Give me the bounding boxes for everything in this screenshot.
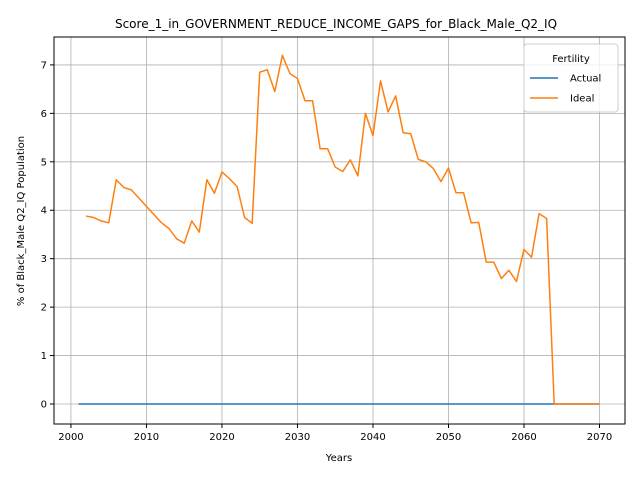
x-tick-label: 2010 (134, 432, 159, 443)
legend: Fertility Actual Ideal (523, 43, 619, 113)
x-tick-label: 2040 (360, 432, 385, 443)
y-tick-label: 7 (41, 60, 47, 71)
y-tick-label: 1 (41, 351, 47, 362)
grid (54, 37, 625, 424)
y-axis-ticks: 0 1 2 3 4 5 6 7 (41, 60, 54, 411)
y-axis-label: % of Black_Male Q2_IQ Population (16, 136, 27, 306)
legend-label-ideal: Ideal (570, 94, 594, 105)
x-axis-ticks: 2000 2010 2020 2030 2040 2050 2060 2070 (58, 424, 612, 443)
y-tick-label: 2 (41, 303, 47, 314)
x-tick-label: 2060 (511, 432, 536, 443)
legend-label-actual: Actual (570, 74, 601, 85)
y-tick-label: 6 (41, 109, 47, 120)
y-tick-label: 5 (41, 157, 47, 168)
x-tick-label: 2050 (436, 432, 461, 443)
x-tick-label: 2030 (285, 432, 310, 443)
x-tick-label: 2020 (209, 432, 234, 443)
y-tick-label: 3 (41, 254, 47, 265)
plot-frame (53, 36, 626, 425)
x-axis-label: Years (325, 453, 352, 464)
series-line-ideal (85, 54, 600, 405)
legend-box (523, 43, 619, 113)
series-lines (78, 54, 600, 405)
legend-title: Fertility (552, 54, 590, 65)
chart-title: Score_1_in_GOVERNMENT_REDUCE_INCOME_GAPS… (115, 17, 557, 31)
y-tick-label: 4 (41, 206, 47, 217)
x-tick-label: 2000 (58, 432, 83, 443)
x-tick-label: 2070 (587, 432, 612, 443)
y-tick-label: 0 (41, 400, 47, 411)
